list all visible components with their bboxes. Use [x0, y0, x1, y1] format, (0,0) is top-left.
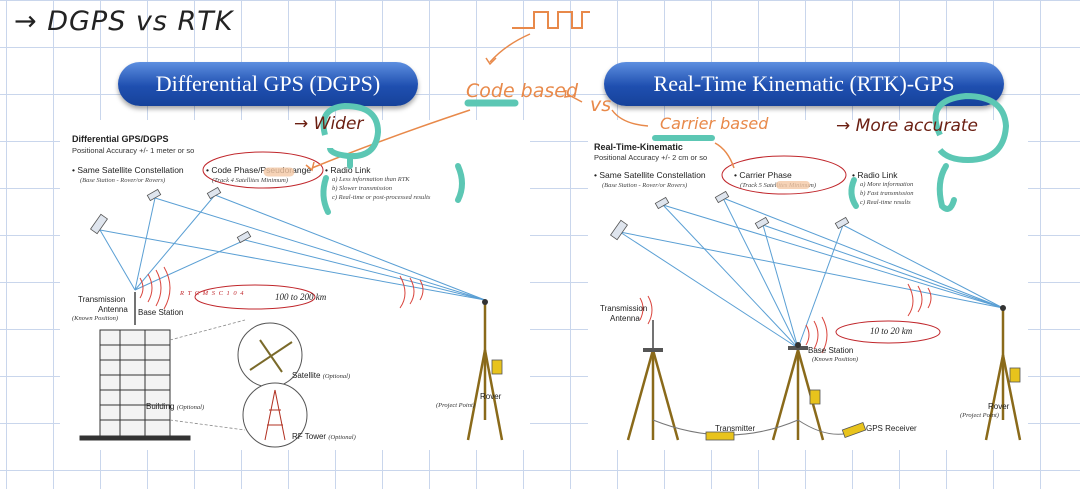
dgps-satellites: [90, 186, 252, 244]
rtk-phase-sub: (Track 5 Satellites Minimum): [740, 182, 817, 189]
rtk-distance: 10 to 20 km: [870, 326, 913, 336]
rtk-rover-sub: (Project Point): [960, 412, 999, 419]
dgps-rf-tower-name: RF Tower: [292, 432, 327, 441]
dgps-known-position: (Known Position): [72, 315, 119, 322]
dgps-building-label: Building (Optional): [146, 402, 204, 411]
rtk-satellites: [610, 190, 850, 241]
dgps-constellation: • Same Satellite Constellation: [72, 165, 184, 175]
note-wider: → Wider: [294, 114, 364, 134]
dgps-rf-tower-label: RF Tower (Optional): [292, 432, 356, 441]
note-vs: vs: [590, 94, 612, 116]
dgps-rover: Rover: [480, 392, 502, 401]
dgps-title: Differential GPS/DGPS: [72, 134, 169, 144]
dgps-constellation-sub: (Base Station - Rover/or Rovers): [80, 177, 166, 184]
dgps-diagram-graphics: [79, 151, 504, 448]
rtk-transmission: Transmission: [600, 304, 648, 313]
rtk-known-position: (Known Position): [812, 356, 859, 363]
dgps-antenna: Antenna: [98, 305, 128, 314]
dgps-satellite-label: Satellite (Optional): [292, 371, 350, 380]
rtk-header-label: Real-Time Kinematic (RTK)-GPS: [653, 71, 955, 96]
dgps-header-button[interactable]: Differential GPS (DGPS): [118, 62, 418, 106]
rtk-constellation: • Same Satellite Constellation: [594, 170, 706, 180]
rtk-gps-receiver: GPS Receiver: [866, 424, 917, 433]
building-drawing: [79, 329, 191, 441]
dgps-satellite-optional: (Optional): [322, 373, 351, 380]
rtk-tripods: [626, 310, 1022, 441]
rtk-constellation-sub: (Base Station - Rover/or Rovers): [602, 182, 688, 189]
dgps-transmission: Transmission: [78, 295, 126, 304]
rtk-accuracy: Positional Accuracy +/- 2 cm or so: [594, 153, 708, 162]
rtk-radio-b: b) Fast transmission: [860, 190, 914, 197]
rtk-radio-c: c) Real-time results: [860, 199, 911, 206]
rtk-header-button[interactable]: Real-Time Kinematic (RTK)-GPS: [604, 62, 1004, 106]
rtk-transmitter: Transmitter: [715, 424, 756, 433]
dgps-satellite-name: Satellite: [292, 371, 321, 380]
note-carrier-based: Carrier based: [660, 114, 769, 133]
rtk-phase: • Carrier Phase: [734, 170, 792, 180]
dgps-phase-sub: (Track 4 Satellites Minimum): [212, 177, 289, 184]
dgps-radio-c: c) Real-time or post-processed results: [332, 194, 431, 201]
dgps-phase: • Code Phase/Pseudorange: [206, 165, 312, 175]
rtk-diagram-graphics: [610, 155, 1022, 441]
rtk-radio: • Radio Link: [852, 170, 898, 180]
rtk-antenna: Antenna: [610, 314, 640, 323]
dgps-radio-b: b) Slower transmission: [332, 185, 392, 192]
dgps-accuracy: Positional Accuracy +/- 1 meter or so: [72, 146, 195, 155]
rtk-radio-a: a) More information: [860, 181, 914, 188]
rtk-rover: Rover: [988, 402, 1010, 411]
dgps-rover-sub: (Project Point): [436, 402, 475, 409]
dgps-base-station: Base Station: [138, 308, 184, 317]
note-more-accurate: → More accurate: [836, 116, 978, 136]
notes-heading: → DGPS vs RTK: [14, 6, 234, 37]
rtk-title: Real-Time-Kinematic: [594, 142, 683, 152]
dgps-radio-a: a) Less information than RTK: [332, 176, 410, 183]
dgps-signal-label: R T C M S C 1 0 4: [180, 290, 245, 297]
dgps-diagram-panel: Differential GPS/DGPS Positional Accurac…: [60, 120, 530, 450]
dgps-rover-drawing: [466, 302, 504, 441]
dgps-distance: 100 to 200 km: [275, 292, 327, 302]
dgps-building-name: Building: [146, 402, 175, 411]
dgps-rf-tower-optional: (Optional): [328, 434, 356, 441]
dgps-radio: • Radio Link: [325, 165, 371, 175]
rtk-diagram-panel: Real-Time-Kinematic Positional Accuracy …: [588, 120, 1028, 450]
rtk-base-station: Base Station: [808, 346, 854, 355]
dgps-header-label: Differential GPS (DGPS): [155, 71, 381, 96]
note-code-based: Code based: [466, 80, 579, 102]
dgps-building-optional: (Optional): [176, 404, 205, 411]
